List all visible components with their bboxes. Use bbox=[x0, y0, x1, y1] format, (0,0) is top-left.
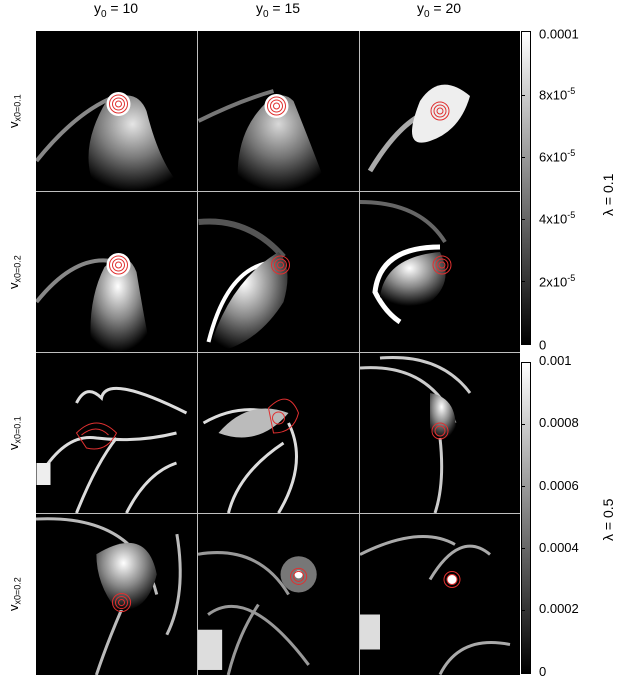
colorbar-top bbox=[521, 31, 531, 345]
row-label-4: vx0=0.2 bbox=[6, 577, 23, 611]
colorbar-bottom-tick: 0.0002 bbox=[539, 601, 579, 616]
colorbar-bottom-tick: 0.001 bbox=[539, 353, 572, 368]
simulation-panel-grid bbox=[36, 31, 520, 675]
colorbar-top-tick: 0.0001 bbox=[539, 26, 579, 42]
colorbar-bottom-tick: 0.0006 bbox=[539, 478, 579, 493]
colorbar-top-tick: 4x10-5 bbox=[539, 210, 576, 227]
panel-r3-c1 bbox=[36, 353, 197, 513]
column-title-y0-15: y0 = 15 bbox=[255, 0, 301, 20]
panel-r3-c2 bbox=[198, 353, 359, 513]
panel-r4-c1 bbox=[36, 514, 197, 675]
colorbar-top-tick: 6x10-5 bbox=[539, 148, 576, 165]
panel-r3-c3 bbox=[360, 353, 520, 513]
column-title-y0-20: y0 = 20 bbox=[416, 0, 462, 20]
panel-r4-c2 bbox=[198, 514, 359, 675]
panel-r2-c3 bbox=[360, 192, 520, 352]
panel-r4-c3 bbox=[360, 514, 520, 675]
panel-r2-c1 bbox=[36, 192, 197, 352]
column-title-y0-10: y0 = 10 bbox=[93, 0, 139, 20]
row-label-3: vx0=0.1 bbox=[6, 416, 23, 450]
colorbar-top-tick: 2x10-5 bbox=[539, 273, 576, 290]
colorbar-bottom-tick: 0 bbox=[539, 664, 547, 679]
panel-r1-c2 bbox=[198, 31, 359, 191]
colorbar-bottom-tick: 0.0004 bbox=[539, 540, 579, 555]
panel-r1-c1 bbox=[36, 31, 197, 191]
colorbar-bottom-label: λ = 0.5 bbox=[600, 498, 616, 542]
colorbar-top-tick: 0 bbox=[539, 337, 547, 353]
colorbar-bottom bbox=[521, 362, 531, 674]
row-label-1: vx0=0.1 bbox=[6, 94, 23, 128]
panel-r1-c3 bbox=[360, 31, 520, 191]
panel-r2-c2 bbox=[198, 192, 359, 352]
colorbar-bottom-tick: 0.0008 bbox=[539, 415, 579, 430]
colorbar-top-tick: 8x10-5 bbox=[539, 86, 576, 103]
row-label-2: vx0=0.2 bbox=[6, 255, 23, 289]
colorbar-top-label: λ = 0.1 bbox=[600, 173, 616, 217]
